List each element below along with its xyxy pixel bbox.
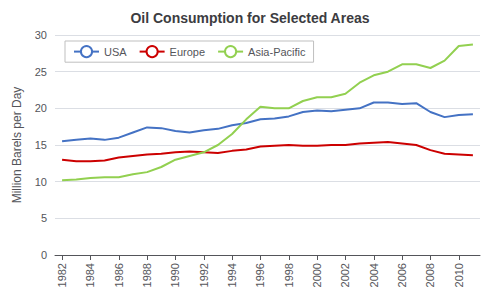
svg-text:2006: 2006 <box>396 263 408 287</box>
svg-text:Europe: Europe <box>170 46 205 58</box>
svg-text:Asia-Pacific: Asia-Pacific <box>248 46 306 58</box>
svg-text:2002: 2002 <box>339 263 351 287</box>
svg-text:25: 25 <box>35 66 47 78</box>
svg-text:20: 20 <box>35 102 47 114</box>
svg-text:1982: 1982 <box>56 263 68 287</box>
svg-text:1986: 1986 <box>113 263 125 287</box>
svg-text:30: 30 <box>35 29 47 41</box>
svg-text:1984: 1984 <box>84 263 96 287</box>
svg-text:0: 0 <box>41 249 47 261</box>
svg-text:15: 15 <box>35 139 47 151</box>
svg-text:1998: 1998 <box>283 263 295 287</box>
svg-text:1992: 1992 <box>198 263 210 287</box>
svg-text:1994: 1994 <box>226 263 238 287</box>
svg-text:1996: 1996 <box>254 263 266 287</box>
svg-text:1988: 1988 <box>141 263 153 287</box>
svg-text:1990: 1990 <box>169 263 181 287</box>
svg-text:USA: USA <box>104 46 127 58</box>
svg-text:2010: 2010 <box>453 263 465 287</box>
svg-text:2000: 2000 <box>311 263 323 287</box>
svg-text:Oil Consumption for Selected A: Oil Consumption for Selected Areas <box>130 10 369 26</box>
svg-text:10: 10 <box>35 176 47 188</box>
svg-text:Million Barels per Day: Million Barels per Day <box>10 87 24 204</box>
svg-text:2004: 2004 <box>368 263 380 287</box>
svg-text:2008: 2008 <box>424 263 436 287</box>
svg-text:5: 5 <box>41 212 47 224</box>
